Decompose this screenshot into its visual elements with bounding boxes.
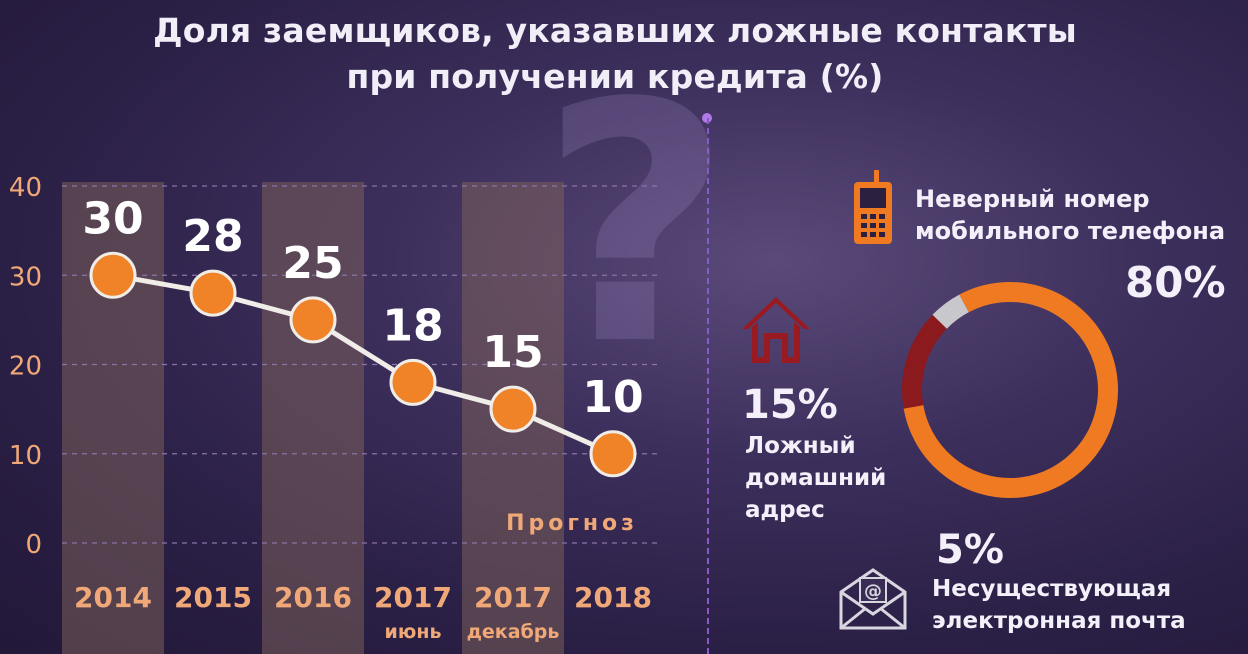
- y-tick-label: 40: [9, 173, 42, 203]
- data-point: [89, 251, 137, 299]
- mail-percent: 5%: [936, 527, 1004, 573]
- background-question-mark: ?: [540, 33, 732, 417]
- title-line-1: Доля заемщиков, указавших ложные контакт…: [153, 11, 1077, 50]
- x-tick-label: 2017: [474, 581, 552, 614]
- x-tick-label: 2017: [374, 581, 452, 614]
- donut-slice: [902, 282, 1118, 498]
- phone-label: Неверный номер мобильного телефона: [915, 183, 1225, 247]
- line-chart: 0 10 20 30 40 2014 2015 2016 2017 июнь 2017 декабр…: [9, 173, 660, 654]
- forecast-label: Прогноз: [506, 511, 638, 536]
- x-tick-label: 2018: [574, 581, 652, 614]
- data-label: 28: [182, 211, 243, 262]
- house-icon: [738, 293, 814, 369]
- donut-chart: [902, 282, 1118, 498]
- x-tick-label: 2016: [274, 581, 352, 614]
- x-tick-sublabel: июнь: [385, 621, 442, 643]
- y-tick-label: 0: [25, 530, 42, 560]
- data-point: [389, 358, 437, 406]
- home-label-line-3: адрес: [745, 497, 825, 523]
- title-line-2: при получении кредита (%): [346, 57, 884, 96]
- y-tick-label: 20: [9, 352, 42, 382]
- data-label: 30: [82, 193, 143, 244]
- chart-title: Доля заемщиков, указавших ложные контакт…: [0, 8, 1230, 100]
- phone-label-line-2: мобильного телефона: [915, 217, 1226, 245]
- mail-label-line-2: электронная почта: [932, 608, 1186, 634]
- data-point: [589, 430, 637, 478]
- donut-slice: [902, 282, 1118, 498]
- y-tick-label: 10: [9, 441, 42, 471]
- x-tick-label: 2015: [174, 581, 252, 614]
- y-tick-label: 30: [9, 262, 42, 292]
- data-label: 15: [482, 327, 543, 378]
- x-tick-sublabel: декабрь: [467, 621, 560, 643]
- mail-label: Несуществующая электронная почта: [932, 573, 1186, 637]
- divider-line: [707, 118, 709, 654]
- data-label: 18: [382, 300, 443, 351]
- data-point: [189, 269, 237, 317]
- home-percent: 15%: [742, 382, 838, 428]
- home-label-line-1: Ложный: [745, 433, 856, 459]
- home-label-line-2: домашний: [745, 465, 887, 491]
- data-point: [489, 385, 537, 433]
- data-label: 10: [582, 372, 643, 423]
- x-tick-label: 2014: [74, 581, 152, 614]
- phone-icon: [852, 170, 896, 252]
- envelope-icon: @: [838, 568, 908, 634]
- data-label: 25: [282, 238, 343, 289]
- home-label: Ложный домашний адрес: [745, 430, 886, 526]
- phone-label-line-1: Неверный номер: [915, 185, 1150, 213]
- column-band: [262, 182, 364, 654]
- donut-slice: [902, 282, 1118, 498]
- at-symbol: @: [864, 581, 882, 602]
- data-point: [289, 296, 337, 344]
- phone-percent: 80%: [1125, 258, 1226, 307]
- mail-label-line-1: Несуществующая: [932, 576, 1172, 602]
